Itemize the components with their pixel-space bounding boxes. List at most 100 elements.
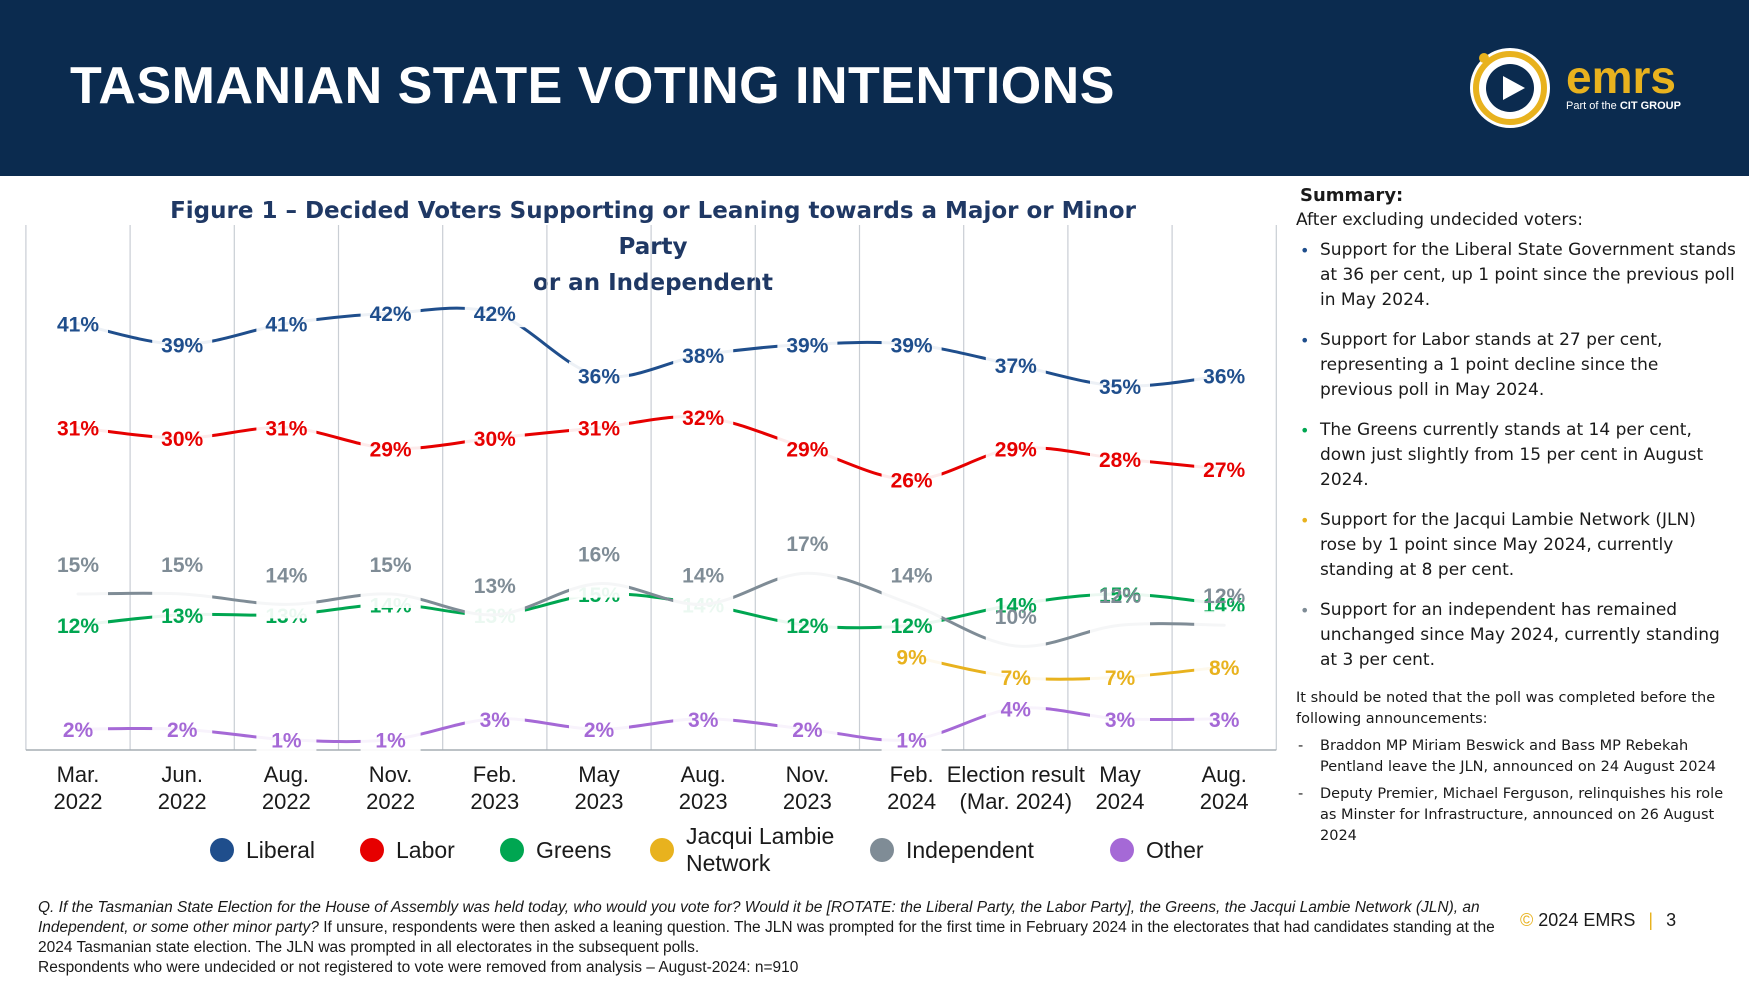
dash-icon: - [1298, 738, 1304, 754]
footnote-question-italic: Q. If the Tasmanian State Election for t… [38, 899, 1480, 936]
x-tick-label: Mar. [57, 762, 100, 787]
summary-item: • Support for the Jacqui Lambie Network (… [1296, 508, 1736, 583]
other-label-bg [152, 715, 213, 744]
legend-label: Independent [906, 836, 1034, 863]
footnote-question-rest: If unsure, respondents were then asked a… [38, 919, 1495, 956]
other-data-label: 2% [584, 719, 615, 742]
liberal-label-bg [881, 330, 942, 359]
liberal-data-label: 42% [370, 303, 412, 326]
labor-data-label: 29% [370, 438, 412, 461]
other-data-label: 2% [792, 719, 823, 742]
chart-legend: Liberal Labor Greens Jacqui Lambie Network I… [210, 820, 1270, 880]
greens-data-label: 12% [891, 615, 933, 638]
bullet-icon: • [1300, 331, 1310, 350]
header-banner: TASMANIAN STATE VOTING INTENTIONS emrs P… [0, 0, 1749, 176]
liberal-data-label: 39% [161, 334, 203, 357]
labor-data-label: 29% [786, 438, 828, 461]
independent-data-label: 15% [370, 554, 412, 577]
summary-heading: Summary: [1300, 185, 1404, 206]
announcement-text: Braddon MP Miriam Beswick and Bass MP Re… [1320, 738, 1716, 775]
greens-data-label: 12% [786, 615, 828, 638]
other-data-label: 3% [1209, 709, 1240, 732]
other-data-label: 1% [896, 730, 927, 753]
other-label-bg [1194, 704, 1255, 733]
summary-item: • The Greens currently stands at 14 per c… [1296, 418, 1736, 493]
other-label-bg [256, 725, 317, 754]
other-data-label: 1% [271, 730, 302, 753]
x-tick-label: 2022 [54, 789, 103, 814]
independent-data-label: 10% [995, 606, 1037, 629]
greens-data-label: 13% [161, 605, 203, 628]
emrs-logo: emrs Part of the CIT GROUP [1470, 44, 1700, 134]
announcement-text: Deputy Premier, Michael Ferguson, relinq… [1320, 786, 1724, 844]
liberal-label-bg [48, 309, 108, 338]
liberal-data-label: 36% [1203, 366, 1245, 389]
x-tick-label: Feb. [890, 762, 934, 787]
liberal-label-bg [777, 330, 838, 359]
independent-data-label: 17% [786, 533, 828, 556]
summary-item: • Support for the Liberal State Governmen… [1296, 238, 1736, 313]
independent-data-label: 15% [57, 554, 99, 577]
summary-panel: Summary: After excluding undecided voter… [1296, 185, 1736, 847]
legend-item: Independent [870, 820, 1056, 880]
x-tick-label: Aug. [681, 762, 726, 787]
other-data-label: 1% [375, 730, 406, 753]
independent-data-label: 15% [161, 554, 203, 577]
other-label-bg [360, 725, 421, 754]
other-label-bg [464, 704, 525, 733]
jacqui-lambie-network-data-label: 7% [1105, 667, 1136, 690]
copyright-symbol: © [1520, 910, 1534, 930]
legend-label: Greens [536, 836, 612, 863]
footnote-sample: Respondents who were undecided or not re… [38, 959, 799, 976]
jacqui-lambie-network-data-label: 9% [896, 646, 927, 669]
logo-sub-prefix: Part of the [1566, 100, 1617, 112]
liberal-label-bg [464, 299, 525, 328]
x-tick-label: 2022 [158, 789, 207, 814]
other-data-label: 3% [688, 709, 719, 732]
summary-item-text: Support for Labor stands at 27 per cent,… [1320, 330, 1663, 400]
other-label-bg [777, 715, 838, 744]
labor-data-label: 30% [161, 428, 203, 451]
bullet-icon: • [1300, 241, 1310, 260]
legend-swatch-icon [500, 838, 524, 862]
jacqui-lambie-network-label-bg [985, 663, 1046, 692]
labor-label-bg [985, 434, 1046, 463]
independent-data-label: 14% [891, 564, 933, 587]
independent-label-bg [881, 590, 942, 619]
liberal-label-bg [152, 330, 213, 359]
summary-list: • Support for the Liberal State Governmen… [1296, 238, 1736, 673]
legend-label: Jacqui Lambie Network [686, 823, 835, 876]
liberal-label-bg [569, 361, 629, 390]
x-tick-label: 2023 [679, 789, 728, 814]
summary-intro: After excluding undecided voters: [1296, 210, 1583, 230]
labor-label-bg [152, 424, 213, 452]
chart-title: Figure 1 – Decided Voters Supporting or … [150, 193, 1156, 301]
x-tick-label: Nov. [369, 762, 413, 787]
independent-data-label: 12% [1099, 585, 1141, 608]
x-tick-label: Feb. [473, 762, 517, 787]
legend-label: Other [1146, 836, 1204, 863]
liberal-data-label: 39% [891, 334, 933, 357]
logo-emblem-icon [1470, 48, 1550, 128]
legend-swatch-icon [870, 838, 894, 862]
x-tick-label: Aug. [264, 762, 309, 787]
summary-note: It should be noted that the poll was com… [1296, 690, 1716, 727]
liberal-label-bg [1090, 372, 1150, 400]
labor-label-bg [673, 403, 734, 432]
other-label-bg [985, 694, 1046, 723]
labor-label-bg [881, 465, 942, 494]
other-data-label: 2% [63, 719, 94, 742]
summary-item-text: Support for the Jacqui Lambie Network (J… [1320, 510, 1696, 580]
labor-label-bg [360, 434, 421, 463]
labor-data-label: 29% [995, 438, 1037, 461]
other-data-label: 3% [1105, 709, 1136, 732]
liberal-data-label: 38% [682, 345, 724, 368]
other-data-label: 4% [1001, 698, 1032, 721]
x-tick-label: 2024 [1096, 789, 1145, 814]
jacqui-lambie-network-label-bg [1090, 663, 1150, 692]
bullet-icon: • [1300, 601, 1310, 620]
copyright-text: 2024 EMRS [1538, 910, 1636, 930]
x-tick-label: Nov. [786, 762, 830, 787]
labor-label-bg [464, 424, 525, 452]
copyright: © 2024 EMRS | 3 [1520, 910, 1676, 931]
